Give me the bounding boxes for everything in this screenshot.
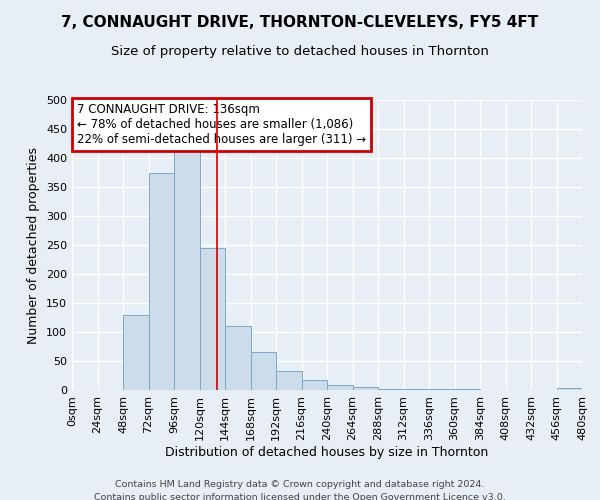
Bar xyxy=(149,172,174,390)
Text: Size of property relative to detached houses in Thornton: Size of property relative to detached ho… xyxy=(111,45,489,58)
Bar xyxy=(455,389,480,390)
Bar xyxy=(251,352,276,390)
Bar xyxy=(123,314,149,390)
Text: Contains HM Land Registry data © Crown copyright and database right 2024.
Contai: Contains HM Land Registry data © Crown c… xyxy=(94,480,506,500)
Bar xyxy=(378,389,404,390)
X-axis label: Distribution of detached houses by size in Thornton: Distribution of detached houses by size … xyxy=(166,446,488,458)
Text: 7 CONNAUGHT DRIVE: 136sqm
← 78% of detached houses are smaller (1,086)
22% of se: 7 CONNAUGHT DRIVE: 136sqm ← 78% of detac… xyxy=(77,103,366,146)
Bar xyxy=(276,371,302,390)
Bar xyxy=(353,386,378,390)
Bar xyxy=(199,248,225,390)
Bar xyxy=(302,380,327,390)
Bar xyxy=(327,386,353,390)
Bar xyxy=(225,326,251,390)
Bar xyxy=(174,150,199,390)
Text: 7, CONNAUGHT DRIVE, THORNTON-CLEVELEYS, FY5 4FT: 7, CONNAUGHT DRIVE, THORNTON-CLEVELEYS, … xyxy=(61,15,539,30)
Bar xyxy=(404,389,429,390)
Y-axis label: Number of detached properties: Number of detached properties xyxy=(28,146,40,344)
Bar xyxy=(557,388,582,390)
Bar xyxy=(429,389,455,390)
